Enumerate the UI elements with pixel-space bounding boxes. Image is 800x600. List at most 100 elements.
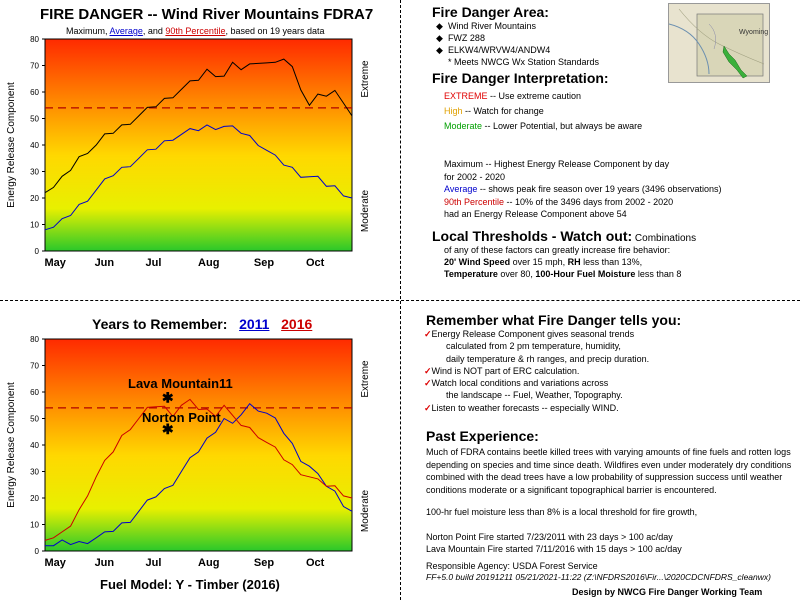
series-line-maximum: [44, 58, 353, 194]
y-tick-label: 0: [35, 547, 40, 556]
area-list: ◆ Wind River Mountains ◆ FWZ 288 ◆ ELKW4…: [436, 20, 599, 68]
extreme-label: Extreme: [360, 60, 371, 98]
area-item: ◆ Wind River Mountains: [436, 21, 536, 31]
past-heading: Past Experience:: [426, 428, 539, 444]
def-average: Average -- shows peak fire season over 1…: [444, 184, 722, 194]
def-max2: for 2002 - 2020: [444, 171, 506, 182]
x-tick-label: Aug: [198, 257, 219, 269]
x-tick-label: May: [45, 257, 67, 269]
y-tick-label: 40: [30, 441, 39, 450]
x-tick-label: Sep: [254, 557, 274, 569]
interpretation-moderate: Moderate -- Lower Potential, but always …: [444, 121, 643, 131]
x-tick-label: Jul: [146, 557, 162, 569]
past-text: Much of FDRA contains beetle killed tree…: [426, 446, 796, 556]
y-tick-label: 10: [30, 521, 39, 530]
thresholds-heading: Local Thresholds - Watch out:: [432, 228, 633, 244]
interpretation-high: High -- Watch for change: [444, 106, 544, 116]
agency: Responsible Agency: USDA Forest Service: [426, 561, 598, 571]
plot-area: [44, 338, 353, 552]
past-p3: Norton Point Fire started 7/23/2011 with…: [426, 531, 673, 542]
top-chart-title: FIRE DANGER -- Wind River Mountains FDRA…: [40, 6, 374, 23]
moderate-label: Moderate: [360, 189, 371, 232]
definitions: Maximum -- Highest Energy Release Compon…: [444, 158, 721, 221]
horizontal-divider: [0, 300, 800, 301]
fuel-model: Fuel Model: Y - Timber (2016): [100, 577, 280, 592]
interpretation-list: EXTREME -- Use extreme caution High -- W…: [444, 89, 642, 134]
x-tick-label: Sep: [254, 257, 274, 269]
area-item: ◆ FWZ 288: [436, 33, 485, 43]
past-p1: Much of FDRA contains beetle killed tree…: [426, 447, 792, 495]
x-tick-label: Oct: [306, 557, 325, 569]
fire-marker: ✱: [162, 389, 174, 405]
x-tick-label: Jul: [146, 257, 162, 269]
remember-item: calculated from 2 pm temperature, humidi…: [446, 341, 621, 352]
remember-item: ✓Listen to weather forecasts -- especial…: [424, 402, 619, 413]
remember-item: the landscape -- Fuel, Weather, Topograp…: [446, 390, 623, 401]
y-tick-label: 30: [30, 168, 39, 177]
y-tick-label: 60: [30, 388, 39, 397]
series-line-2016: [44, 398, 353, 541]
y-tick-label: 10: [30, 221, 39, 230]
x-tick-label: Oct: [306, 257, 325, 269]
y-tick-label: 30: [30, 468, 39, 477]
x-tick-label: Jun: [95, 257, 115, 269]
remember-list: ✓Energy Release Component gives seasonal…: [424, 328, 649, 414]
check-icon: ✓: [424, 329, 432, 339]
area-heading: Fire Danger Area:: [432, 4, 549, 20]
interpretation-heading: Fire Danger Interpretation:: [432, 70, 609, 86]
thresholds-line4: Temperature over 80, 100-Hour Fuel Moist…: [444, 269, 682, 279]
y-tick-label: 20: [30, 494, 39, 503]
past-p4: Lava Mountain Fire started 7/11/2016 wit…: [426, 544, 682, 554]
thresholds-intro: Combinations: [632, 233, 697, 244]
thresholds-line3: 20' Wind Speed over 15 mph, RH less than…: [444, 257, 643, 267]
area-map: Wyoming: [668, 3, 770, 83]
y-tick-label: 20: [30, 194, 39, 203]
x-tick-label: Aug: [198, 557, 219, 569]
area-item: ◆ ELKW4/WRVW4/ANDW4: [436, 45, 551, 55]
fire-marker: ✱: [162, 421, 174, 437]
y-tick-label: 80: [30, 35, 39, 44]
check-icon: ✓: [424, 378, 432, 389]
remember-item: ✓Watch local conditions and variations a…: [424, 378, 609, 389]
y-tick-label: 40: [30, 141, 39, 150]
moderate-label: Moderate: [360, 489, 371, 532]
y-axis-label: Energy Release Component: [6, 82, 17, 208]
remember-item: ✓Energy Release Component gives seasonal…: [424, 329, 635, 339]
y-tick-label: 0: [35, 247, 40, 256]
thresholds-line2: of any of these factors can greatly incr…: [444, 245, 671, 255]
top-chart-subtitle: Maximum, Average, and 90th Percentile, b…: [66, 26, 325, 36]
series-line-average: [44, 124, 353, 231]
top-chart: 0 10 20 30 40 50 60 70 80 May Jun Jul Aug Sep Oct Energ…: [6, 35, 371, 269]
y-tick-label: 80: [30, 335, 39, 344]
remember-heading: Remember what Fire Danger tells you:: [426, 312, 682, 328]
map-graphic: Wyoming: [669, 8, 768, 79]
y-tick-label: 50: [30, 115, 39, 124]
bottom-chart: 0 10 20 30 40 50 60 70 80 May Jun Jul Aug Sep Oct ✱ ✱ Ene…: [6, 335, 371, 569]
y-tick-label: 70: [30, 362, 39, 371]
remember-item: ✓Wind is NOT part of ERC calculation.: [424, 365, 580, 376]
annotation-lava-mountain: Lava Mountain11: [128, 376, 233, 391]
interpretation-extreme: EXTREME -- Use extreme caution: [444, 91, 582, 101]
annotation-norton-point: Norton Point: [142, 410, 221, 425]
build-info: FF+5.0 build 20191211 05/21/2021-11:22 (…: [426, 572, 771, 582]
def-90th: 90th Percentile -- 10% of the 3496 days …: [444, 196, 674, 207]
series-line-2011: [45, 402, 353, 547]
past-p2: 100-hr fuel moisture less than 8% is a l…: [426, 507, 698, 517]
area-note: * Meets NWCG Wx Station Standards: [448, 57, 600, 67]
plot-area: [44, 38, 353, 252]
def-max1: Maximum -- Highest Energy Release Compon…: [444, 159, 670, 169]
bottom-chart-title: Years to Remember: 2011 2016: [92, 316, 313, 332]
y-axis-label: Energy Release Component: [6, 382, 17, 508]
remember-item: daily temperature & rh ranges, and preci…: [446, 353, 650, 364]
y-tick-label: 50: [30, 415, 39, 424]
check-icon: ✓: [424, 365, 432, 376]
check-icon: ✓: [424, 402, 432, 413]
x-tick-label: May: [45, 557, 67, 569]
def-90th-2: had an Energy Release Component above 54: [444, 209, 627, 219]
map-label: Wyoming: [739, 29, 768, 36]
y-tick-label: 60: [30, 88, 39, 97]
x-tick-label: Jun: [95, 557, 115, 569]
credit: Design by NWCG Fire Danger Working Team: [572, 587, 763, 597]
y-tick-label: 70: [30, 62, 39, 71]
thresholds: Local Thresholds - Watch out: Combinatio…: [432, 228, 696, 280]
